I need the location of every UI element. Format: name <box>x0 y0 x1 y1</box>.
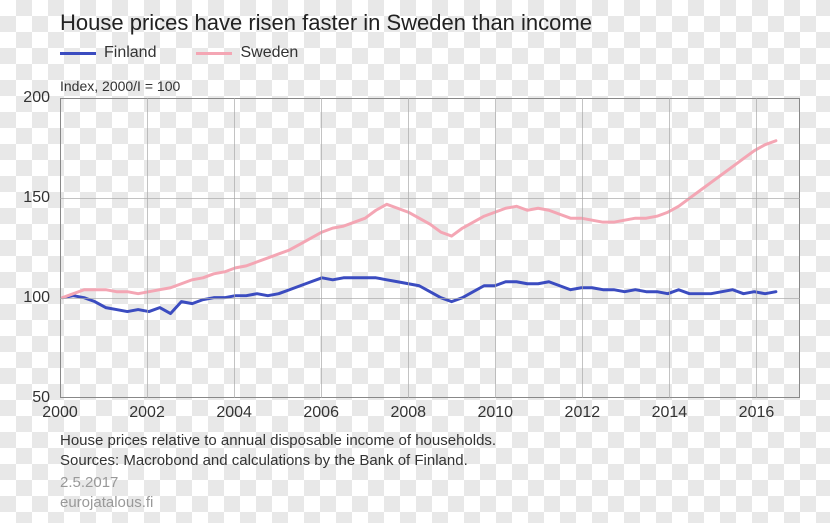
x-tick-label: 2000 <box>42 404 78 422</box>
gridline-vertical <box>408 98 409 398</box>
gridline-vertical <box>669 98 670 398</box>
chart-title: House prices have risen faster in Sweden… <box>60 10 592 36</box>
gridline-vertical <box>495 98 496 398</box>
legend-swatch-sweden <box>196 52 232 55</box>
x-tick-label: 2004 <box>216 404 252 422</box>
x-tick-label: 2002 <box>129 404 165 422</box>
gridline-vertical <box>321 98 322 398</box>
chart-subtitle: Index, 2000/I = 100 <box>60 78 180 94</box>
legend-label-sweden: Sweden <box>240 44 298 62</box>
legend-label-finland: Finland <box>104 44 156 62</box>
x-tick-label: 2012 <box>565 404 601 422</box>
y-tick-label: 100 <box>0 289 50 307</box>
chart-lines <box>61 99 799 397</box>
x-tick-label: 2010 <box>477 404 513 422</box>
y-tick-label: 200 <box>0 89 50 107</box>
caption-line-1: House prices relative to annual disposab… <box>60 432 496 449</box>
legend-item-sweden: Sweden <box>196 44 298 62</box>
x-tick-label: 2016 <box>739 404 775 422</box>
caption-line-2: Sources: Macrobond and calculations by t… <box>60 452 468 469</box>
gridline-vertical <box>147 98 148 398</box>
gridline-vertical <box>756 98 757 398</box>
x-tick-label: 2006 <box>303 404 339 422</box>
chart-date: 2.5.2017 <box>60 474 118 491</box>
gridline-horizontal <box>60 198 800 199</box>
x-tick-label: 2008 <box>390 404 426 422</box>
chart-source-site: eurojatalous.fi <box>60 494 153 511</box>
x-tick-label: 2014 <box>652 404 688 422</box>
gridline-vertical <box>234 98 235 398</box>
plot-area <box>60 98 800 398</box>
chart-legend: Finland Sweden <box>60 44 298 62</box>
legend-swatch-finland <box>60 52 96 55</box>
gridline-horizontal <box>60 298 800 299</box>
legend-item-finland: Finland <box>60 44 156 62</box>
y-tick-label: 150 <box>0 189 50 207</box>
gridline-vertical <box>582 98 583 398</box>
